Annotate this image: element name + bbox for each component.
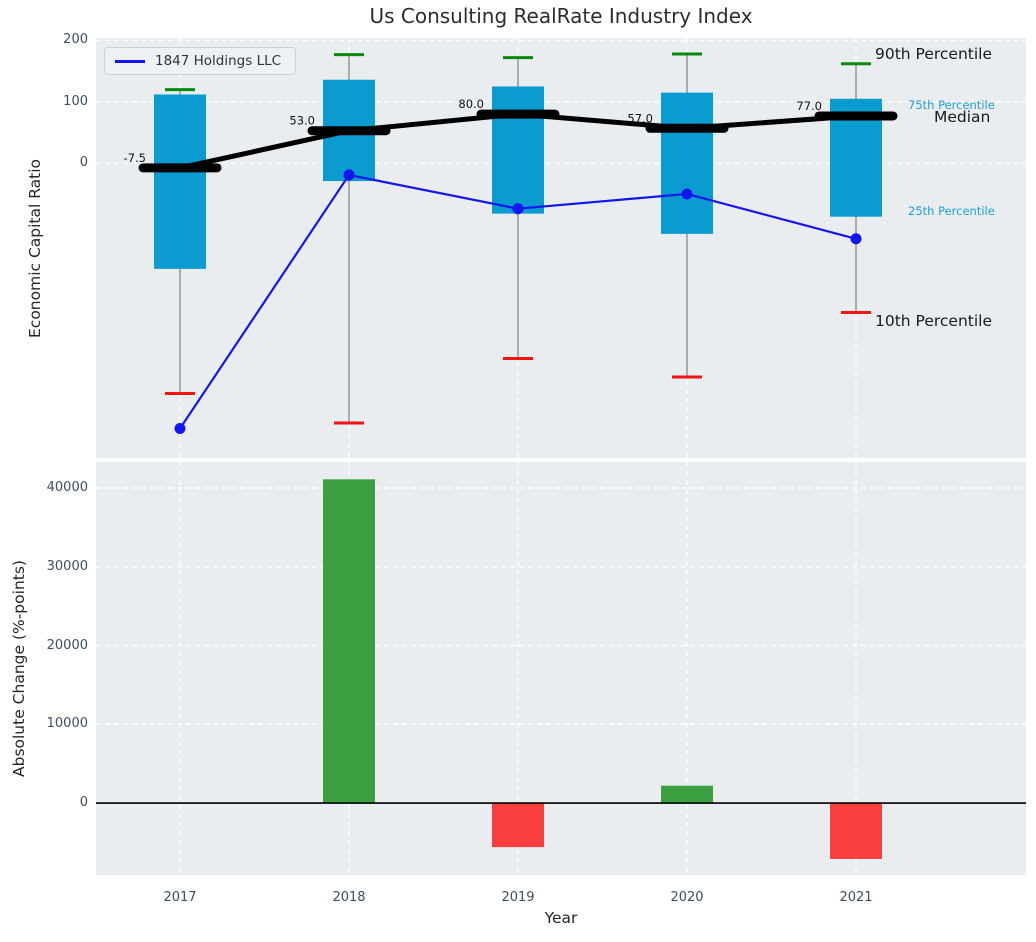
- company-point-2021: [850, 233, 862, 245]
- change-bar-2020: [661, 785, 713, 804]
- annotation-10th-percentile: 10th Percentile: [875, 312, 993, 330]
- median-value-label-2019: 80.0: [458, 97, 484, 111]
- xtick-2017: 2017: [163, 890, 197, 905]
- legend-label: 1847 Holdings LLC: [155, 53, 282, 69]
- xtick-2021: 2021: [839, 890, 873, 905]
- bottom-ytick-10000: 10000: [46, 716, 88, 732]
- company-point-2017: [174, 423, 186, 435]
- annotation-25th-percentile: 25th Percentile: [908, 204, 995, 218]
- annotation-median: Median: [934, 108, 991, 126]
- change-bar-2019: [492, 803, 544, 848]
- iqr-box-2020: [661, 92, 713, 234]
- company-point-2019: [512, 203, 524, 215]
- top-ytick-100: 100: [63, 93, 88, 109]
- boxplot-canvas: -7.5 53.0 80.0 57.0 77.0: [96, 38, 1026, 458]
- x-axis-label: Year: [544, 909, 578, 927]
- change-bar-2021: [830, 803, 882, 859]
- xtick-2020: 2020: [670, 890, 704, 905]
- bottom-y-axis-label: Absolute Change (%-points): [10, 560, 28, 777]
- bar-panel: [96, 462, 1026, 875]
- xtick-2019: 2019: [501, 890, 535, 905]
- median-value-label-2018: 53.0: [289, 114, 315, 128]
- top-ytick-0: 0: [79, 155, 88, 171]
- top-ytick-200: 200: [63, 32, 88, 48]
- median-value-label-2021: 77.0: [796, 99, 822, 113]
- bottom-ytick-0: 0: [79, 795, 88, 811]
- median-value-label-2017: -7.5: [124, 151, 146, 165]
- median-value-label-2020: 57.0: [627, 111, 653, 125]
- change-bar-2018: [323, 479, 375, 804]
- bar-canvas: [96, 462, 1026, 875]
- bottom-ytick-20000: 20000: [46, 637, 88, 653]
- company-point-2020: [681, 188, 693, 200]
- legend[interactable]: 1847 Holdings LLC: [104, 47, 297, 75]
- chart-title: Us Consulting RealRate Industry Index: [369, 4, 753, 28]
- iqr-box-2017: [154, 94, 206, 269]
- annotation-90th-percentile: 90th Percentile: [875, 45, 993, 63]
- iqr-box-2019: [492, 86, 544, 214]
- boxplot-panel: -7.5 53.0 80.0 57.0 77.0 1847 Holdings LLC 9…: [96, 38, 1026, 458]
- annotation-75th-percentile: 75th Percentile: [908, 98, 995, 112]
- company-point-2018: [343, 169, 355, 181]
- xtick-2018: 2018: [332, 890, 366, 905]
- legend-line-sample: [115, 59, 145, 63]
- bottom-ytick-40000: 40000: [46, 479, 88, 495]
- bottom-ytick-30000: 30000: [46, 558, 88, 574]
